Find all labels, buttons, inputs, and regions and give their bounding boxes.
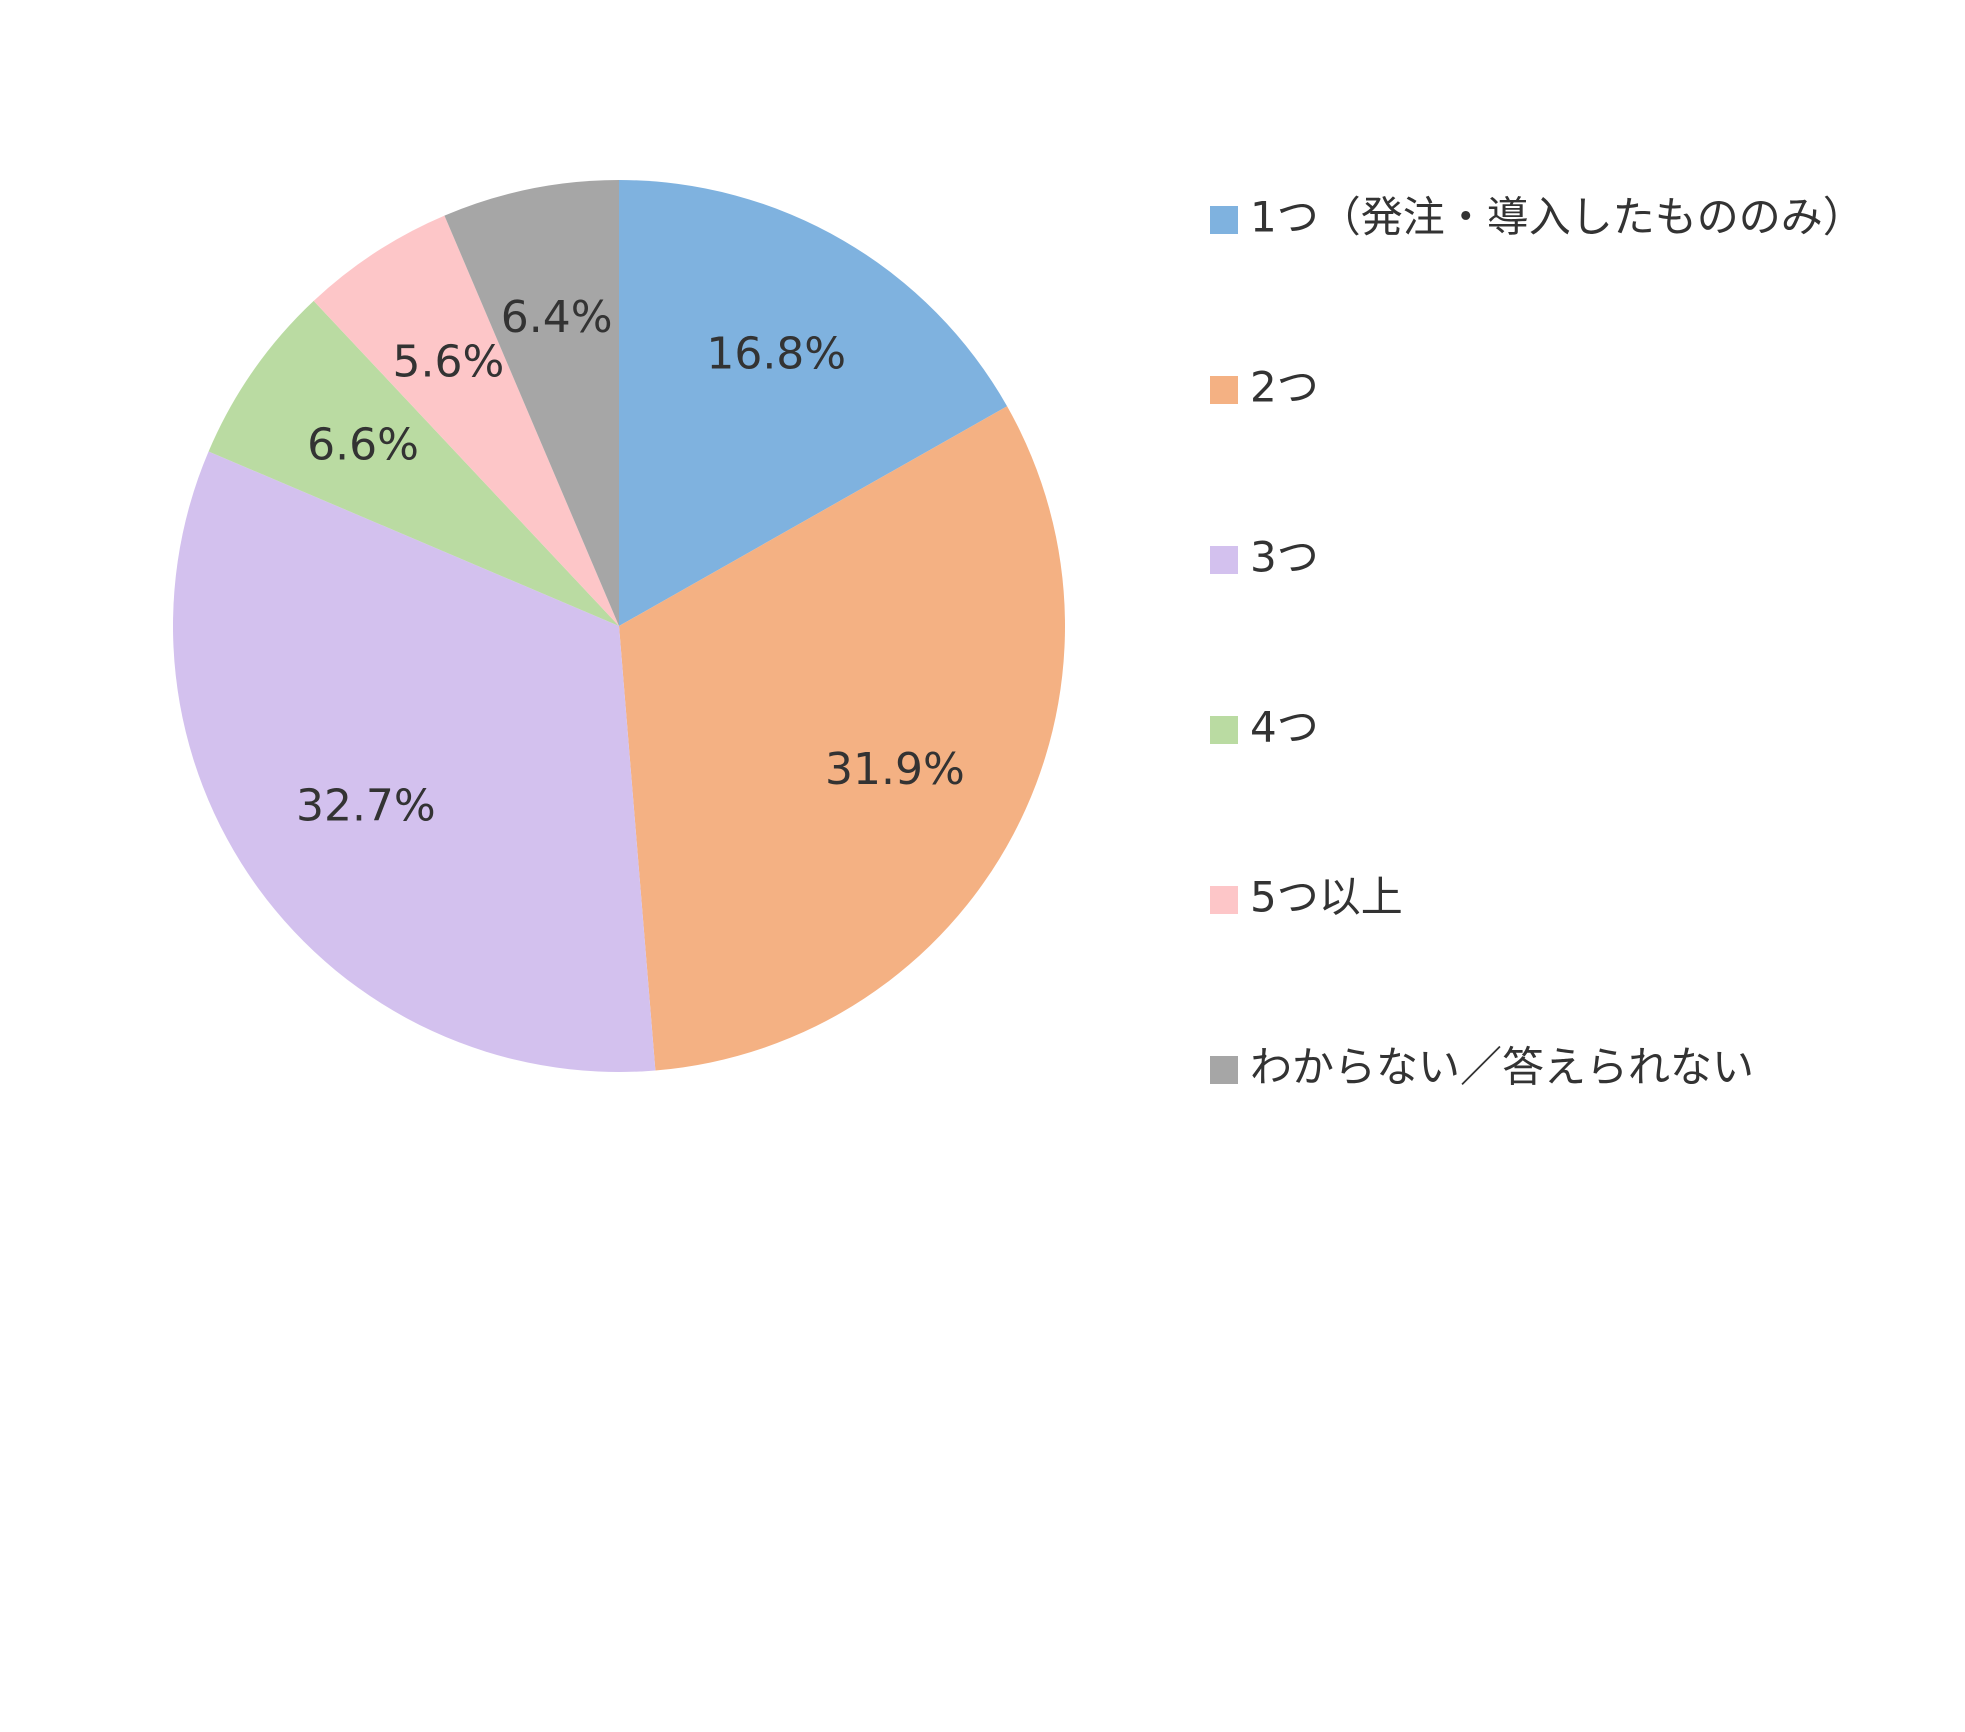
legend-swatch — [1210, 546, 1238, 574]
legend-swatch — [1210, 716, 1238, 744]
legend-swatch — [1210, 1056, 1238, 1084]
value-label: 31.9% — [825, 744, 965, 795]
value-label: 16.8% — [706, 328, 846, 379]
pie-slice — [313, 215, 619, 626]
legend-label: 3つ — [1250, 533, 1319, 582]
pie-slice — [444, 180, 619, 626]
pie-slice — [619, 180, 1008, 626]
pie-slice — [619, 406, 1066, 1071]
pie-slice — [208, 300, 619, 626]
legend-swatch — [1210, 206, 1238, 234]
legend-label: 4つ — [1250, 703, 1319, 752]
value-label: 32.7% — [296, 781, 436, 832]
legend-swatch — [1210, 886, 1238, 914]
legend-label: 1つ（発注・導入したもののみ） — [1250, 193, 1865, 242]
legend-swatch — [1210, 376, 1238, 404]
value-label: 5.6% — [393, 337, 505, 388]
value-label: 6.6% — [307, 419, 419, 470]
legend-label: 5つ以上 — [1250, 873, 1403, 922]
legend-label: わからない／答えられない — [1250, 1043, 1754, 1092]
legend-label: 2つ — [1250, 363, 1319, 412]
pie-slice — [172, 451, 656, 1073]
value-label: 6.4% — [501, 292, 613, 343]
